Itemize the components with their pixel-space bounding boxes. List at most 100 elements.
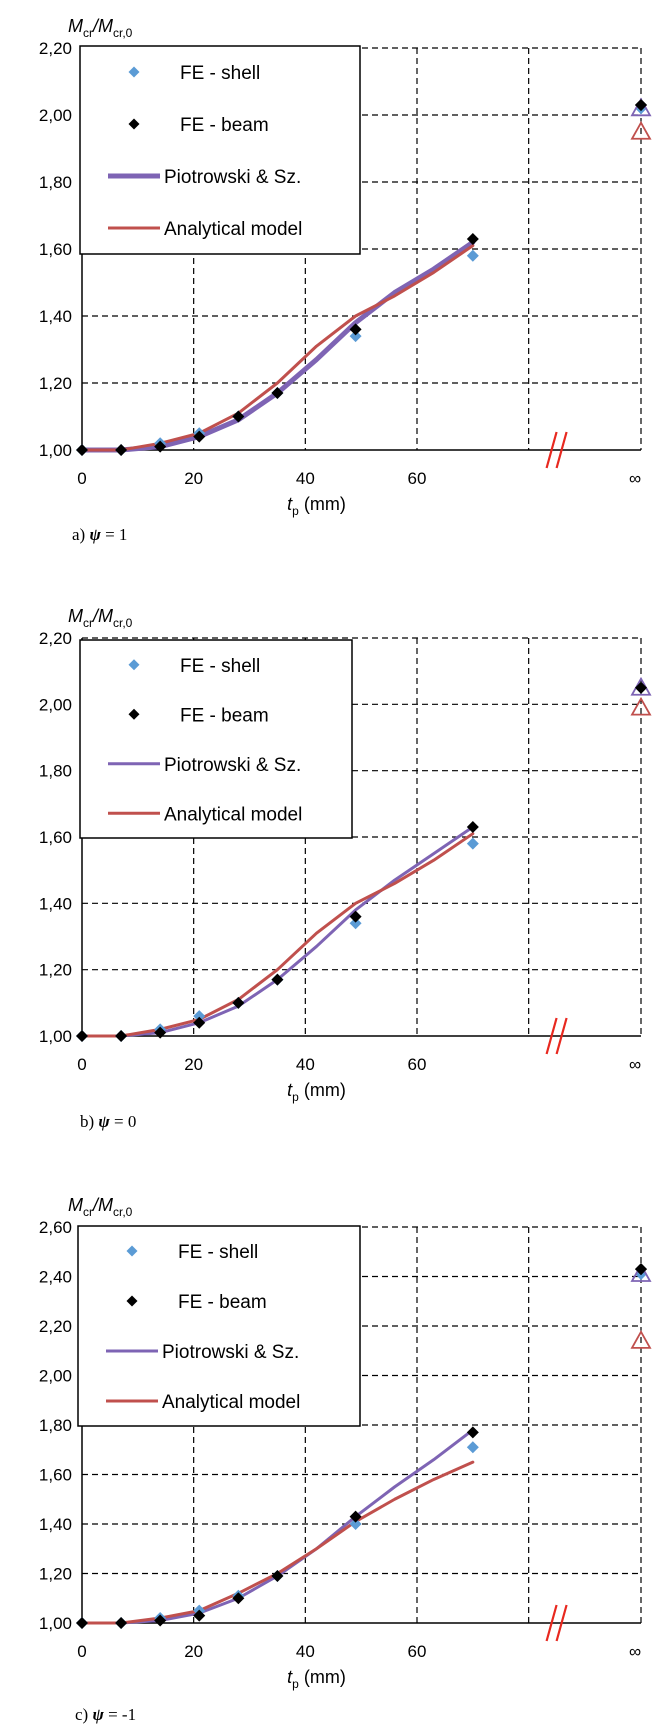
y-tick-label: 2,20	[39, 39, 72, 58]
y-tick-label: 2,00	[39, 106, 72, 125]
y-tick-label: 1,80	[39, 173, 72, 192]
data-point-fe-shell	[349, 917, 362, 930]
series-line-piotrowski-sz-	[80, 825, 475, 1038]
legend-label: FE - beam	[178, 1292, 267, 1313]
x-tick-label: 0	[77, 469, 86, 488]
y-tick-label: 1,20	[39, 961, 72, 980]
data-point-fe-beam	[154, 1026, 167, 1039]
y-axis-title-part: /	[91, 16, 100, 36]
y-tick-label: 2,20	[39, 629, 72, 648]
series-line-piotrowski-sz-	[80, 1428, 475, 1625]
axis-break-mark	[545, 431, 558, 469]
data-point-fe-beam	[466, 232, 479, 245]
y-axis-title-part: M	[68, 1195, 83, 1215]
series-line-analytical-model	[80, 832, 475, 1038]
legend-swatch-fe-beam	[128, 708, 140, 720]
data-point-fe-beam	[115, 444, 128, 456]
legend-label: Analytical model	[164, 219, 302, 240]
data-point-fe-beam	[76, 1030, 88, 1042]
x-tick-label: ∞	[629, 1642, 641, 1661]
data-point-fe-beam	[154, 440, 167, 453]
data-point-fe-beam	[271, 973, 284, 986]
legend-swatch-fe-shell	[126, 1245, 138, 1257]
data-point-fe-beam	[193, 430, 206, 443]
y-axis-title-part: /	[91, 606, 100, 626]
data-point-fe-beam	[115, 1617, 128, 1629]
y-axis-title-part: M	[68, 16, 83, 36]
x-axis-title: tp (mm)	[287, 494, 346, 518]
data-point-fe-beam	[271, 1569, 284, 1582]
panel-caption: b) ψ = 0	[80, 1112, 136, 1131]
data-point-fe-beam	[349, 1510, 362, 1523]
x-axis-title-part: t	[287, 1667, 293, 1687]
axis-break-mark	[555, 431, 568, 469]
data-point-fe-shell	[466, 1441, 479, 1454]
caption-value: = 0	[110, 1112, 137, 1131]
x-axis-title-unit: (mm)	[299, 1667, 346, 1687]
y-axis-title: Mcr/Mcr,0	[68, 16, 133, 40]
x-axis-title-unit: (mm)	[299, 1080, 346, 1100]
data-point-fe-beam	[193, 1016, 206, 1029]
infinity-marker-analytical-model	[630, 696, 652, 716]
data-point-fe-shell	[466, 249, 479, 262]
y-axis-title-subscript: cr,0	[113, 26, 133, 40]
y-tick-label: 1,60	[39, 828, 72, 847]
legend-label: Piotrowski & Sz.	[162, 1342, 299, 1363]
y-axis-title-part: M	[68, 606, 83, 626]
x-axis-title-subscript: p	[292, 504, 299, 518]
y-tick-label: 1,40	[39, 894, 72, 913]
panel-caption: c) ψ = -1	[75, 1705, 136, 1724]
x-axis-title-unit: (mm)	[299, 494, 346, 514]
y-tick-label: 1,00	[39, 1027, 72, 1046]
data-point-fe-shell	[466, 837, 479, 850]
legend-swatch-fe-shell	[128, 66, 140, 78]
y-axis-title-subscript: cr	[83, 1205, 93, 1219]
data-point-fe-beam	[232, 410, 245, 423]
y-tick-label: 2,40	[39, 1268, 72, 1287]
y-tick-label: 1,20	[39, 374, 72, 393]
series-line-analytical-model	[80, 1460, 475, 1625]
y-tick-label: 2,60	[39, 1218, 72, 1237]
legend-swatch-fe-beam	[126, 1295, 138, 1307]
y-axis-title-part: /	[91, 1195, 100, 1215]
legend-label: Piotrowski & Sz.	[164, 755, 301, 776]
caption-symbol: ψ	[98, 1112, 110, 1131]
y-tick-label: 1,40	[39, 307, 72, 326]
data-point-fe-beam	[349, 323, 362, 336]
x-tick-label: 20	[184, 1055, 203, 1074]
data-point-fe-shell	[349, 330, 362, 343]
y-tick-label: 1,60	[39, 1466, 72, 1485]
y-axis-title-part: M	[98, 1195, 113, 1215]
infinity-marker-analytical-model	[630, 120, 652, 140]
y-tick-label: 1,00	[39, 1614, 72, 1633]
y-tick-label: 2,20	[39, 1317, 72, 1336]
y-axis-title-subscript: cr	[83, 616, 93, 630]
y-tick-label: 1,80	[39, 1416, 72, 1435]
chart-panel-2: 1,00 1,20 1,40 1,60 1,80 2,00 2,20 0 20 40 60 ∞ Mcr/…	[39, 606, 652, 1131]
x-tick-label: 40	[296, 1642, 315, 1661]
y-axis-title-part: M	[98, 16, 113, 36]
data-point-fe-beam	[232, 996, 245, 1009]
y-axis-title: Mcr/Mcr,0	[68, 606, 133, 630]
y-axis-title-subscript: cr	[83, 26, 93, 40]
data-point-fe-beam	[115, 1030, 128, 1042]
legend-swatch-fe-beam	[128, 118, 140, 130]
caption-symbol: ψ	[92, 1705, 104, 1724]
x-tick-label: 20	[184, 469, 203, 488]
caption-letter: c)	[75, 1705, 92, 1724]
data-point-fe-beam	[193, 1609, 206, 1622]
series-line-piotrowski-sz-	[79, 239, 476, 453]
caption-letter: b)	[80, 1112, 98, 1131]
x-axis-title: tp (mm)	[287, 1080, 346, 1104]
x-axis-title-part: t	[287, 1080, 293, 1100]
x-axis-title-part: t	[287, 494, 293, 514]
x-tick-label: 20	[184, 1642, 203, 1661]
y-tick-label: 1,00	[39, 441, 72, 460]
y-axis-title-subscript: cr,0	[113, 616, 133, 630]
x-tick-label: 0	[77, 1642, 86, 1661]
caption-value: = -1	[104, 1705, 136, 1724]
x-axis-title-subscript: p	[292, 1090, 299, 1104]
data-point-fe-beam	[76, 1617, 88, 1629]
legend-box	[79, 639, 353, 839]
x-tick-label: 0	[77, 1055, 86, 1074]
